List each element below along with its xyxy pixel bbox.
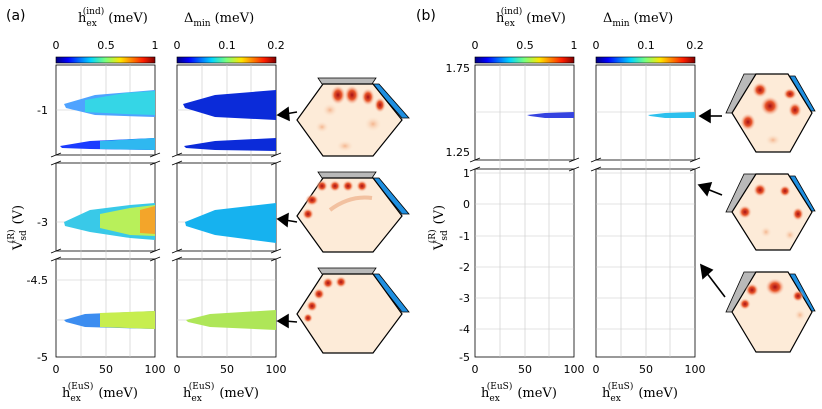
svg-text:hex(EuS)(meV): hex(EuS) (meV) bbox=[62, 381, 138, 404]
svg-text:0.5: 0.5 bbox=[97, 39, 115, 52]
svg-text:50: 50 bbox=[220, 363, 234, 376]
svg-text:hex(EuS)(meV): hex(EuS) (meV) bbox=[183, 381, 259, 404]
hexagon-inset-a2 bbox=[296, 171, 410, 253]
arrows-a bbox=[276, 106, 298, 329]
svg-text:50: 50 bbox=[518, 363, 532, 376]
panel-b-label: (b) bbox=[416, 8, 436, 24]
svg-text:0: 0 bbox=[174, 39, 181, 52]
heatmap-a-hind bbox=[60, 90, 155, 329]
band-a1-v-3.0-hot bbox=[140, 206, 155, 234]
svg-text:0.1: 0.1 bbox=[218, 39, 236, 52]
colorbar-title-b1: hex(ind) (meV) bbox=[496, 6, 566, 29]
heatmap-b bbox=[527, 112, 695, 118]
band-b2-v-1.5 bbox=[648, 112, 695, 118]
svg-text:-4: -4 bbox=[459, 323, 470, 336]
colorbar-title-a2: Δmin (meV) bbox=[184, 11, 254, 29]
svg-text:100: 100 bbox=[685, 363, 706, 376]
svg-text:Vsd(R)(V): Vsd(R)(V) bbox=[6, 205, 29, 251]
panel-b-xlabel-right: hex(EuS) (meV) bbox=[602, 381, 678, 404]
band-a1-v-1.2-core bbox=[100, 138, 155, 150]
panel-b-ticks: 1.75 1.25 1 0 -1 -2 -3 -4 -5 0 50 100 0 … bbox=[446, 62, 706, 376]
svg-text:1.25: 1.25 bbox=[446, 146, 471, 159]
panel-b-xlabel-left: hex(EuS) (meV) bbox=[481, 381, 557, 404]
svg-text:hex(ind)(meV): hex(ind) (meV) bbox=[78, 6, 148, 29]
band-a2-v-1.2 bbox=[184, 138, 276, 151]
svg-text:0: 0 bbox=[593, 39, 600, 52]
colorbar-b2: 0 0.1 0.2 bbox=[593, 39, 704, 64]
svg-text:-3: -3 bbox=[37, 216, 48, 229]
svg-text:1.75: 1.75 bbox=[446, 62, 471, 75]
svg-text:0: 0 bbox=[593, 363, 600, 376]
arrows-b bbox=[697, 108, 726, 298]
svg-text:0.5: 0.5 bbox=[516, 39, 534, 52]
hexagon-inset-b2 bbox=[725, 173, 816, 251]
svg-text:50: 50 bbox=[639, 363, 653, 376]
panel-b-left-axes bbox=[474, 64, 575, 358]
svg-text:0: 0 bbox=[472, 363, 479, 376]
colorbar-a2: 0 0.1 0.2 bbox=[174, 39, 285, 64]
colorbar-title-b2: Δmin (meV) bbox=[603, 11, 673, 29]
svg-text:Δmin(meV): Δmin (meV) bbox=[184, 11, 254, 29]
svg-text:0: 0 bbox=[472, 39, 479, 52]
panel-b-ylabel: Vsd(R)(V) bbox=[427, 205, 450, 251]
svg-text:Δmin(meV): Δmin (meV) bbox=[603, 11, 673, 29]
svg-text:-2: -2 bbox=[459, 261, 470, 274]
panel-b-right-axes bbox=[595, 64, 696, 358]
svg-text:Vsd(R)(V): Vsd(R)(V) bbox=[427, 205, 450, 251]
svg-text:-5: -5 bbox=[37, 351, 48, 364]
svg-text:100: 100 bbox=[266, 363, 287, 376]
svg-text:50: 50 bbox=[99, 363, 113, 376]
band-a2-v-3.0 bbox=[185, 203, 276, 243]
panel-a-xlabel-left: hex(EuS) (meV) bbox=[62, 381, 138, 404]
svg-text:hex(ind)(meV): hex(ind) (meV) bbox=[496, 6, 566, 29]
hexagon-inset-a1 bbox=[296, 77, 410, 157]
svg-text:-4.5: -4.5 bbox=[27, 274, 48, 287]
band-a1-v-4.8-core bbox=[100, 311, 155, 329]
svg-text:hex(EuS)(meV): hex(EuS) (meV) bbox=[602, 381, 678, 404]
svg-text:0: 0 bbox=[174, 363, 181, 376]
panel-a-label: (a) bbox=[6, 8, 26, 24]
svg-text:100: 100 bbox=[564, 363, 585, 376]
colorbar-title-a1: hex(ind) (meV) bbox=[78, 6, 148, 29]
svg-text:1: 1 bbox=[571, 39, 578, 52]
svg-text:-1: -1 bbox=[459, 230, 470, 243]
colorbar-a1: 0 0.5 1 bbox=[53, 39, 159, 64]
band-a2-v-4.8 bbox=[186, 310, 276, 330]
svg-text:0: 0 bbox=[53, 39, 60, 52]
svg-text:0: 0 bbox=[463, 198, 470, 211]
hexagon-inset-a3 bbox=[296, 267, 410, 354]
band-a2-v-0.95 bbox=[183, 90, 276, 120]
axis-break-marks-a bbox=[50, 152, 282, 262]
svg-text:0.2: 0.2 bbox=[686, 39, 704, 52]
heatmap-a-delta bbox=[183, 90, 276, 330]
svg-text:1: 1 bbox=[463, 167, 470, 180]
band-b1-v-1.5 bbox=[527, 112, 574, 118]
panel-a-xlabel-right: hex(EuS) (meV) bbox=[183, 381, 259, 404]
axis-break-marks-b bbox=[469, 157, 701, 172]
hexagon-inset-b3 bbox=[725, 271, 816, 353]
svg-text:0.2: 0.2 bbox=[267, 39, 285, 52]
svg-text:-5: -5 bbox=[459, 351, 470, 364]
panel-a-ticks: -1 -3 -4.5 -5 0 50 100 0 50 100 bbox=[27, 104, 287, 376]
svg-text:1: 1 bbox=[152, 39, 159, 52]
hexagon-inset-b1 bbox=[725, 73, 816, 153]
svg-text:100: 100 bbox=[145, 363, 166, 376]
band-a1-v-0.95-core bbox=[85, 91, 155, 115]
svg-text:0: 0 bbox=[53, 363, 60, 376]
svg-text:hex(EuS)(meV): hex(EuS) (meV) bbox=[481, 381, 557, 404]
svg-text:0.1: 0.1 bbox=[637, 39, 655, 52]
svg-text:-1: -1 bbox=[37, 104, 48, 117]
svg-text:-3: -3 bbox=[459, 292, 470, 305]
colorbar-b1: 0 0.5 1 bbox=[472, 39, 578, 64]
panel-a-ylabel: Vsd(R)(V) bbox=[6, 205, 29, 251]
